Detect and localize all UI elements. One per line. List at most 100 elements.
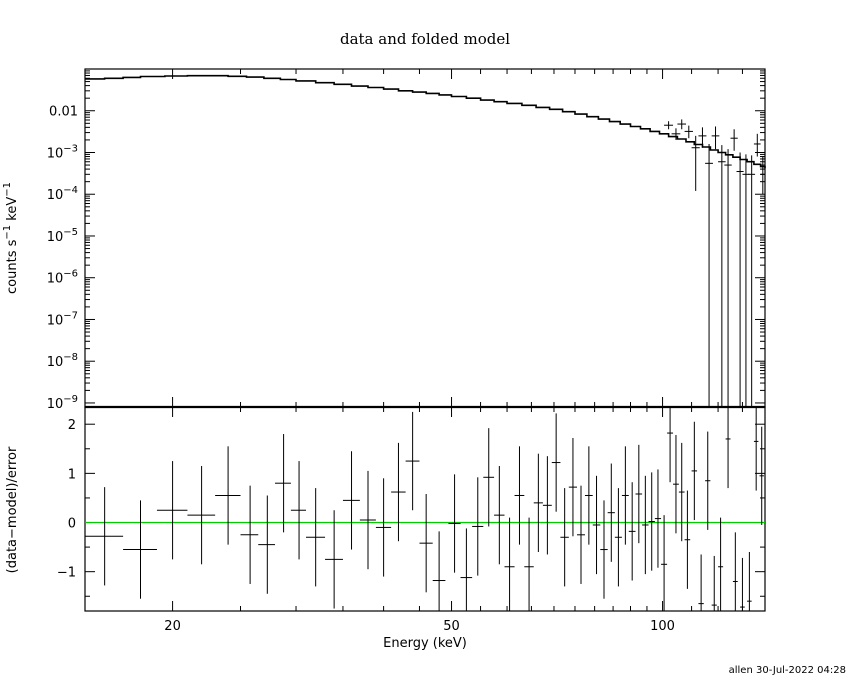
data-point (760, 156, 765, 195)
residual-point (494, 465, 505, 565)
residual-point (648, 472, 655, 571)
residual-point (642, 475, 649, 575)
residual-point (258, 495, 276, 594)
residual-point (504, 517, 515, 611)
x-tick-label: 50 (443, 619, 460, 634)
residual-point (375, 478, 392, 577)
residual-point (759, 426, 764, 525)
residual-point (551, 413, 561, 512)
data-point (748, 155, 756, 407)
x-tick-label: 20 (164, 619, 181, 634)
y-tick-label: 2 (68, 418, 76, 433)
y-tick-label: 10−3 (47, 143, 78, 161)
data-point (753, 133, 761, 157)
top-plot-frame (84, 68, 766, 408)
residual-point (577, 485, 585, 584)
residual-point (432, 531, 446, 611)
residual-point (691, 421, 698, 521)
residual-point (560, 488, 569, 587)
residual-point (342, 451, 360, 550)
residual-point (673, 435, 679, 534)
residual-point (524, 517, 534, 611)
data-point (730, 129, 738, 151)
y-tick-label: 0 (68, 517, 76, 532)
y-tick-label: 10−6 (47, 269, 78, 287)
footer-stamp: allen 30-Jul-2022 04:28 (729, 665, 846, 676)
y-tick-label: 10−9 (47, 394, 78, 412)
residual-point (275, 434, 291, 533)
residual-point (614, 488, 622, 587)
top-panel: 0.01 10−3 10−4 10−5 10−6 10−7 10−8 10−9 (47, 68, 766, 412)
residual-point (215, 446, 241, 545)
residual-panel: 20 50 100 2 1 0 −1 (57, 406, 766, 634)
model-step-line (85, 74, 766, 169)
residual-point (705, 431, 711, 530)
residual-point (698, 554, 704, 611)
residual-point (533, 453, 543, 553)
residual-point (667, 408, 674, 483)
data-point (671, 128, 681, 140)
y-tick-label: 0.01 (49, 105, 78, 120)
data-point (724, 149, 732, 407)
x-axis-label: Energy (keV) (383, 636, 467, 651)
residual-point (732, 532, 738, 611)
residual-point (747, 552, 752, 611)
residual-point (460, 528, 473, 611)
residual-point (85, 487, 124, 586)
data-point (698, 127, 707, 148)
y-tick-label: −1 (57, 566, 76, 581)
data-point (711, 126, 720, 150)
residual-point (718, 517, 724, 611)
top-y-axis-label: counts s−1 keV−1 (2, 182, 20, 294)
residual-point (448, 474, 461, 573)
residual-point (123, 500, 157, 599)
residual-point (740, 557, 745, 611)
data-point (736, 152, 744, 407)
bottom-y-axis-label: (data−model)/error (5, 446, 20, 573)
residual-point (654, 469, 662, 568)
residual-point (542, 456, 552, 555)
residual-point (568, 437, 578, 537)
data-point (677, 119, 686, 130)
residual-point (661, 515, 668, 611)
y-tick-label: 10−5 (47, 227, 78, 245)
data-point (742, 154, 750, 407)
y-tick-label: 1 (68, 467, 76, 482)
bottom-plot-frame (84, 406, 766, 612)
data-point (705, 143, 713, 407)
residual-point (359, 470, 376, 570)
x-tick-label: 100 (650, 619, 675, 634)
residual-point (628, 482, 636, 581)
residual-point (306, 488, 326, 587)
residual-point (405, 411, 420, 511)
residual-point (290, 461, 307, 560)
residual-point (156, 461, 188, 560)
residual-point (635, 444, 643, 544)
residual-point (711, 555, 717, 611)
residual-point (584, 446, 593, 545)
residual-point (678, 442, 685, 542)
data-point (684, 125, 693, 139)
residual-point (391, 442, 406, 542)
y-tick-label: 10−4 (47, 185, 78, 203)
chart-title: data and folded model (340, 30, 510, 48)
residual-point (725, 408, 731, 489)
residual-point (419, 494, 433, 593)
y-tick-label: 10−7 (47, 310, 78, 328)
data-point (664, 121, 674, 130)
residual-point (187, 465, 216, 565)
residual-point (483, 428, 495, 527)
residual-point (592, 475, 601, 575)
data-point (718, 145, 726, 407)
residual-point (472, 477, 484, 576)
residual-point (600, 500, 608, 599)
residual-point (684, 490, 691, 589)
residual-point (325, 510, 343, 609)
residual-point (621, 446, 629, 545)
residual-point (514, 446, 525, 545)
y-tick-label: 10−8 (47, 352, 78, 370)
data-point (691, 135, 700, 191)
residual-point (753, 408, 759, 491)
residual-point (607, 463, 615, 562)
